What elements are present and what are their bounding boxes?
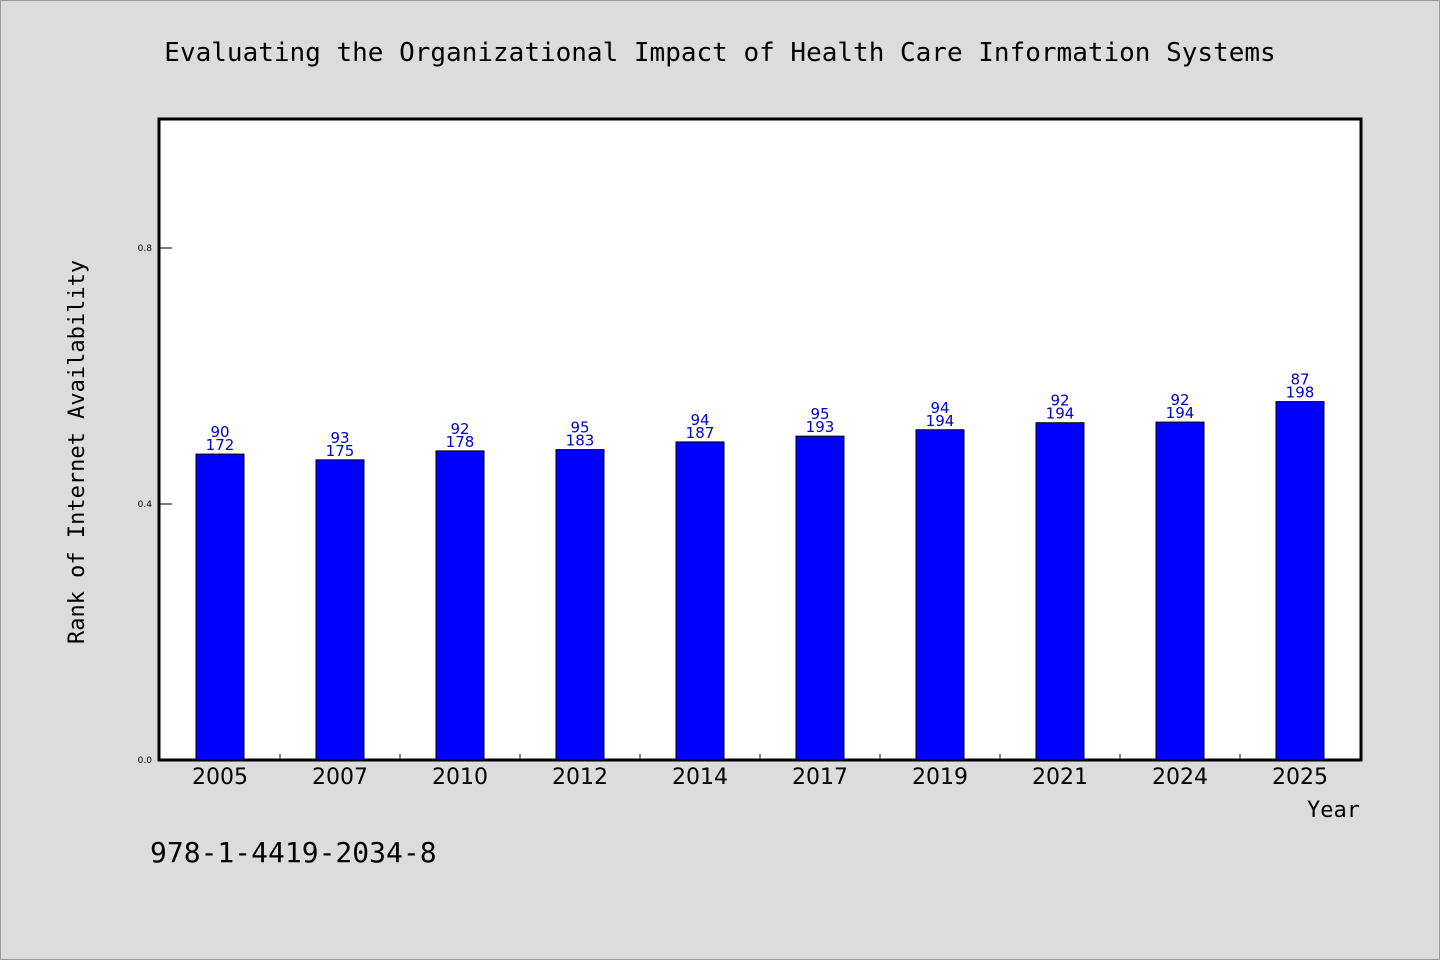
x-axis-ticks: 2005 2007 2010 2012 2014 2017 2019 2021 2024 2025: [192, 754, 1328, 790]
data-label-bottom: 178: [446, 433, 475, 451]
data-label-bottom: 194: [926, 412, 955, 430]
x-tick-label: 2007: [312, 765, 368, 790]
data-label-top: 92: [450, 420, 469, 438]
bar: [915, 429, 965, 761]
data-label-top: 90: [210, 423, 229, 441]
y-tick-label: 0.4: [138, 500, 153, 510]
data-label-bottom: 194: [1046, 405, 1075, 423]
x-tick-label: 2025: [1272, 765, 1328, 790]
data-label-bottom: 194: [1166, 404, 1195, 422]
data-label-top: 95: [570, 419, 589, 437]
bar: [675, 441, 725, 761]
data-label-bottom: 187: [686, 424, 715, 442]
data-label-bottom: 193: [806, 418, 835, 436]
y-axis-label: Rank of Internet Availability: [65, 260, 90, 644]
x-tick-label: 2012: [552, 765, 608, 790]
isbn-text: 978-1-4419-2034-8: [150, 836, 437, 869]
x-tick-label: 2010: [432, 765, 488, 790]
data-label-bottom: 172: [206, 436, 235, 454]
y-tick-label: 0.8: [138, 244, 153, 254]
data-label-top: 92: [1170, 391, 1189, 409]
data-label-top: 94: [930, 399, 949, 417]
bar: [195, 453, 245, 761]
bars: [195, 401, 1325, 761]
data-label-top: 94: [690, 411, 709, 429]
bar: [795, 435, 845, 761]
data-label-top: 87: [1290, 371, 1309, 389]
y-axis-ticks: 0.0 0.4 0.8: [138, 244, 172, 766]
x-tick-label: 2024: [1152, 765, 1208, 790]
bar: [315, 459, 365, 761]
bar: [1155, 421, 1205, 761]
bar: [1275, 401, 1325, 761]
x-tick-label: 2005: [192, 765, 248, 790]
data-label-bottom: 175: [326, 442, 355, 460]
data-label-bottom: 198: [1286, 384, 1315, 402]
x-tick-label: 2021: [1032, 765, 1088, 790]
bar: [435, 450, 485, 761]
bar: [1035, 422, 1085, 761]
y-tick-label: 0.0: [138, 756, 153, 766]
chart-title: Evaluating the Organizational Impact of …: [164, 38, 1275, 68]
data-label-top: 92: [1050, 392, 1069, 410]
bar: [555, 449, 605, 761]
data-label-top: 93: [330, 429, 349, 447]
x-axis-label: Year: [1307, 798, 1360, 823]
x-tick-label: 2014: [672, 765, 728, 790]
data-label-top: 95: [810, 405, 829, 423]
x-tick-label: 2019: [912, 765, 968, 790]
data-label-bottom: 183: [566, 432, 595, 450]
x-tick-label: 2017: [792, 765, 848, 790]
